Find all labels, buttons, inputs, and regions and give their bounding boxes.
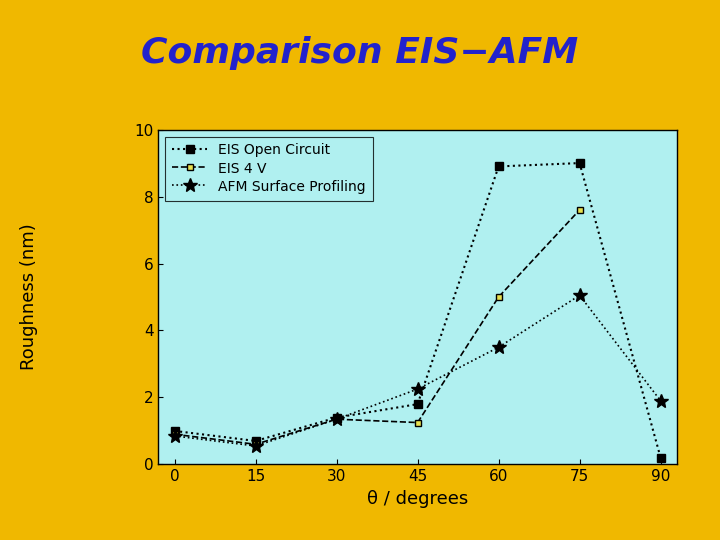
AFM Surface Profiling	[494, 344, 503, 350]
Line: EIS Open Circuit: EIS Open Circuit	[171, 159, 665, 462]
EIS 4 V	[575, 207, 584, 213]
EIS Open Circuit	[332, 414, 341, 421]
AFM Surface Profiling	[251, 443, 260, 449]
X-axis label: θ / degrees: θ / degrees	[367, 490, 468, 508]
EIS Open Circuit	[494, 163, 503, 170]
EIS Open Circuit	[656, 455, 665, 461]
EIS 4 V	[413, 419, 422, 426]
Text: Comparison EIS−AFM: Comparison EIS−AFM	[141, 36, 579, 70]
EIS 4 V	[494, 294, 503, 300]
EIS Open Circuit	[413, 401, 422, 407]
AFM Surface Profiling	[656, 397, 665, 404]
EIS Open Circuit	[251, 438, 260, 444]
EIS Open Circuit	[575, 160, 584, 166]
AFM Surface Profiling	[170, 433, 179, 439]
Line: EIS 4 V: EIS 4 V	[171, 206, 583, 448]
EIS Open Circuit	[170, 428, 179, 434]
AFM Surface Profiling	[575, 292, 584, 299]
EIS 4 V	[251, 441, 260, 448]
EIS 4 V	[332, 416, 341, 422]
EIS 4 V	[170, 431, 179, 437]
AFM Surface Profiling	[332, 416, 341, 422]
Legend: EIS Open Circuit, EIS 4 V, AFM Surface Profiling: EIS Open Circuit, EIS 4 V, AFM Surface P…	[166, 137, 373, 201]
AFM Surface Profiling	[413, 386, 422, 392]
Text: Roughness (nm): Roughness (nm)	[19, 224, 38, 370]
Line: AFM Surface Profiling: AFM Surface Profiling	[168, 288, 667, 453]
